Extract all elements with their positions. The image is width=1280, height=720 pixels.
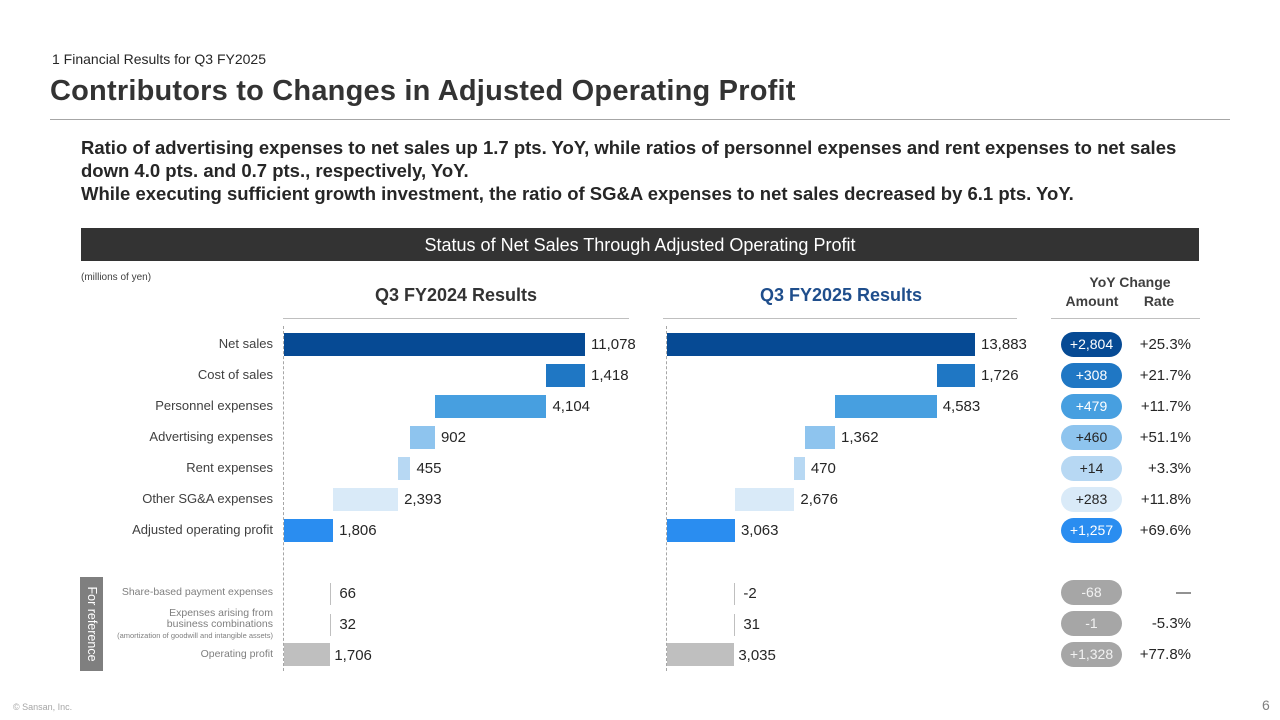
bar-fy2024 — [546, 364, 585, 387]
yoy-amount-badge: +460 — [1061, 425, 1122, 450]
reference-marker — [734, 614, 736, 636]
reference-label-note: (amortization of goodwill and intangible… — [117, 631, 273, 640]
summary-line-2: While executing sufficient growth invest… — [81, 183, 1074, 204]
bar-fy2024 — [333, 488, 399, 511]
copyright: © Sansan, Inc. — [13, 702, 73, 712]
panel-title-fy2024: Q3 FY2024 Results — [374, 285, 538, 305]
page-title: Contributors to Changes in Adjusted Oper… — [50, 75, 796, 107]
title-divider — [50, 119, 1230, 120]
reference-tab: For reference — [80, 577, 103, 671]
reference-label: Expenses arising from business combinati… — [166, 607, 273, 630]
yoy-amount-badge: +283 — [1061, 487, 1122, 512]
category-label: Adjusted operating profit — [132, 522, 273, 537]
category-label: Rent expenses — [186, 460, 273, 475]
reference-tab-label: For reference — [85, 586, 99, 662]
yoy-header: YoY Change Amount Rate — [1060, 274, 1200, 309]
yoy-rate: +51.1% — [1139, 429, 1191, 446]
category-label: Other SG&A expenses — [142, 491, 273, 506]
category-label: Cost of sales — [197, 367, 273, 382]
reference-marker — [330, 583, 332, 605]
reference-data-label: 32 — [339, 616, 357, 633]
reference-bar — [284, 643, 331, 666]
data-label: 13,883 — [981, 336, 1027, 353]
reference-marker — [734, 583, 736, 605]
data-label: 455 — [416, 460, 442, 477]
data-label: 1,726 — [981, 367, 1019, 384]
panel-rule-fy2024 — [283, 318, 629, 319]
data-label: 2,393 — [404, 491, 442, 508]
yoy-header-title: YoY Change — [1089, 274, 1171, 290]
yoy-amount-badge: +14 — [1061, 456, 1122, 481]
bar-fy2024 — [398, 457, 411, 480]
category-label: Advertising expenses — [149, 429, 273, 444]
yoy-amount-badge: +2,804 — [1061, 332, 1122, 357]
data-label: 1,418 — [591, 367, 629, 384]
reference-label: Share-based payment expenses — [121, 586, 273, 598]
bar-fy2024 — [284, 333, 585, 356]
reference-data-label: 66 — [339, 585, 357, 602]
yoy-header-amount: Amount — [1065, 293, 1119, 309]
reference-yoy-rate: +77.8% — [1139, 646, 1191, 663]
bar-fy2025 — [794, 457, 805, 480]
data-label: 4,583 — [942, 398, 981, 415]
yoy-header-rate: Rate — [1143, 293, 1175, 309]
yoy-rate: +11.7% — [1140, 398, 1191, 415]
category-label: Personnel expenses — [155, 398, 273, 413]
reference-yoy-rate: -5.3% — [1151, 615, 1191, 632]
data-label: 1,806 — [339, 522, 377, 539]
summary-line-1: Ratio of advertising expenses to net sal… — [81, 137, 1177, 181]
reference-marker — [330, 614, 332, 636]
panel-rule-yoy — [1051, 318, 1200, 319]
bar-fy2025 — [667, 519, 735, 542]
page-number: 6 — [1262, 697, 1270, 713]
axis-baseline-fy2025 — [666, 326, 667, 671]
yoy-rate: +69.6% — [1139, 522, 1191, 539]
bar-fy2025 — [804, 426, 836, 449]
bar-fy2024 — [434, 395, 547, 418]
reference-data-label: 1,706 — [334, 647, 372, 664]
reference-yoy-badge: +1,328 — [1061, 642, 1122, 667]
data-label: 902 — [440, 429, 466, 446]
bar-fy2024 — [284, 519, 334, 542]
panel-title-fy2025: Q3 FY2025 Results — [759, 285, 923, 305]
bar-fy2024 — [410, 426, 435, 449]
yoy-rate: +25.3% — [1139, 336, 1191, 353]
data-label: 11,078 — [591, 336, 636, 353]
section-label: 1 Financial Results for Q3 FY2025 — [52, 51, 266, 67]
yoy-rate: +21.7% — [1139, 367, 1191, 384]
panel-rule-fy2025 — [663, 318, 1017, 319]
yoy-amount-badge: +479 — [1061, 394, 1122, 419]
bar-fy2025 — [667, 333, 975, 356]
data-label: 2,676 — [800, 491, 838, 508]
category-label: Net sales — [218, 336, 273, 351]
yoy-rate: +11.8% — [1140, 491, 1191, 508]
reference-label: Operating profit — [200, 648, 273, 660]
bar-fy2025 — [735, 488, 795, 511]
reference-data-label: 3,035 — [738, 647, 776, 664]
reference-yoy-badge: -68 — [1061, 580, 1122, 605]
yoy-amount-badge: +308 — [1061, 363, 1122, 388]
reference-yoy-badge: -1 — [1061, 611, 1122, 636]
chart-banner: Status of Net Sales Through Adjusted Ope… — [81, 228, 1199, 261]
data-label: 4,104 — [552, 398, 591, 415]
bar-fy2025 — [936, 364, 975, 387]
data-label: 1,362 — [841, 429, 879, 446]
bar-fy2025 — [835, 395, 937, 418]
data-label: 470 — [810, 460, 836, 477]
data-label: 3,063 — [740, 522, 779, 539]
reference-bar — [667, 643, 735, 666]
reference-data-label: -2 — [743, 585, 757, 602]
reference-data-label: 31 — [743, 616, 761, 633]
summary-text: Ratio of advertising expenses to net sal… — [81, 136, 1211, 205]
yoy-amount-badge: +1,257 — [1061, 518, 1122, 543]
axis-baseline-fy2024 — [283, 326, 284, 671]
reference-yoy-rate: — — [1176, 584, 1191, 601]
yoy-rate: +3.3% — [1148, 460, 1191, 477]
units-label: (millions of yen) — [81, 272, 152, 283]
